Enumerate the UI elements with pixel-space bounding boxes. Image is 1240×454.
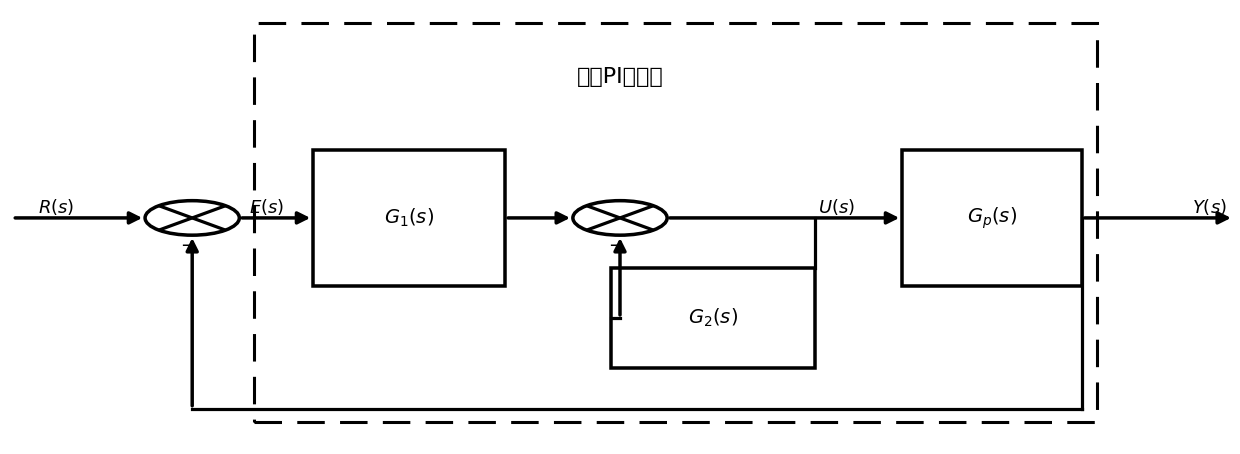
Text: 预测PI控制器: 预测PI控制器	[577, 67, 663, 87]
Circle shape	[145, 201, 239, 235]
Text: $G_1(s)$: $G_1(s)$	[384, 207, 434, 229]
Text: $G_2(s)$: $G_2(s)$	[688, 306, 738, 329]
Text: $R(s)$: $R(s)$	[37, 197, 74, 217]
Bar	[903, 150, 1081, 286]
Text: $U(s)$: $U(s)$	[818, 197, 856, 217]
Text: $-$: $-$	[180, 235, 195, 253]
Bar	[254, 23, 1097, 422]
Text: $E(s)$: $E(s)$	[249, 197, 284, 217]
Circle shape	[573, 201, 667, 235]
Bar	[312, 150, 506, 286]
Text: $-$: $-$	[608, 235, 622, 253]
Text: $Y(s)$: $Y(s)$	[1192, 197, 1226, 217]
Bar	[610, 268, 816, 368]
Text: $G_p(s)$: $G_p(s)$	[967, 205, 1017, 231]
